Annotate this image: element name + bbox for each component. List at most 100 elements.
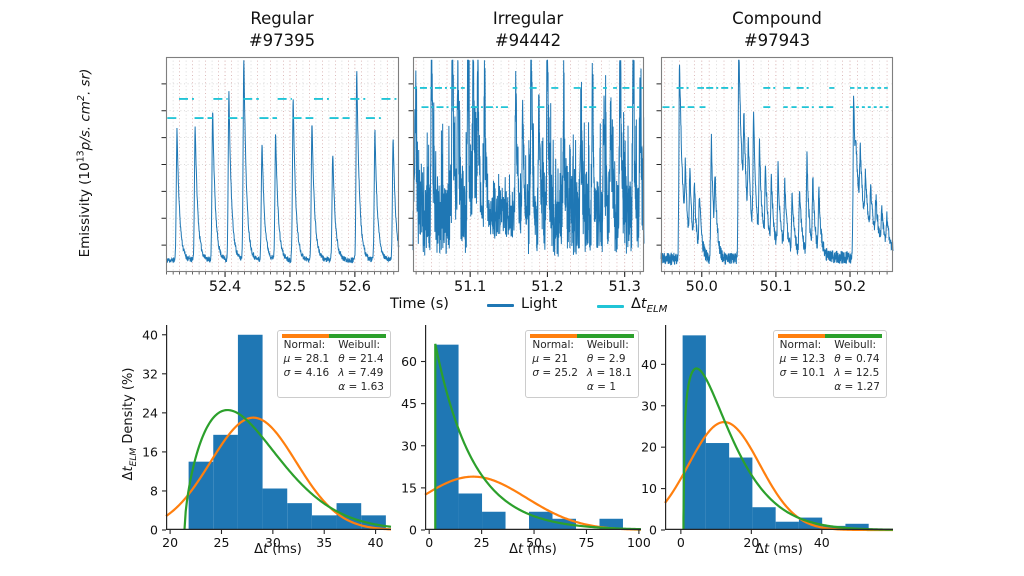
axis-ticks (408, 83, 641, 277)
emissivity-label-tail: . sr) (76, 68, 93, 96)
y-tick-label: 0 (150, 523, 158, 538)
x-tick-label: 30 (265, 535, 281, 550)
x-tick-label: 0 (425, 535, 433, 550)
histogram-svg: 0 10 20 30 40 0 20 40 (641, 325, 894, 550)
normal-legend-handle (530, 334, 578, 338)
title-irregular: Irregular #94442 (493, 8, 563, 53)
weibull-legend-handle (577, 334, 634, 338)
histogram-bars (188, 334, 386, 530)
normal-fit-params: Normal: μ = 28.1 σ = 4.16 (283, 339, 330, 379)
fit-legend: Normal: μ = 12.3 σ = 10.1 Weibull: θ = 0.74 λ… (772, 330, 887, 399)
y-tick-label: 32 (142, 366, 158, 381)
histogram-svg: 0 15 30 45 60 0 25 50 75 100 (401, 325, 651, 550)
title-irregular-shot: #94442 (494, 31, 562, 51)
signal-svg: 52.4 52.5 52.6 (161, 56, 400, 295)
axes (661, 325, 893, 534)
x-tick-label: 40 (368, 535, 384, 550)
weibull-fit-curve (434, 343, 642, 531)
y-tick-label: 0 (409, 523, 417, 538)
x-tick-label: 75 (579, 535, 595, 550)
normal-fit-curve (165, 416, 392, 531)
x-tick-label: 25 (214, 535, 230, 550)
y-tick-label: 45 (401, 396, 417, 411)
y-tick-label: 40 (142, 327, 158, 342)
y-tick-label: 10 (641, 481, 657, 496)
fit-legend: Normal: μ = 28.1 σ = 4.16 Weibull: θ = 21.4 λ… (276, 330, 391, 399)
density-label-sub: ELM (128, 447, 139, 467)
elm-legend-t: t (640, 296, 647, 312)
y-tick-label: 15 (401, 480, 417, 495)
light-legend-label: Light (521, 296, 558, 312)
x-tick-label: 20 (162, 535, 178, 550)
title-regular: Regular #97395 (249, 8, 315, 53)
light-signal-line (660, 59, 894, 266)
emissivity-label-units: p/s. cm (76, 101, 93, 151)
grid (661, 57, 893, 272)
x-tick-label: 50 (526, 535, 542, 550)
y-tick-label: 16 (142, 444, 158, 459)
plot-frame (412, 56, 645, 273)
x-tick-label: 52.4 (209, 279, 241, 295)
axes (421, 325, 641, 534)
emissivity-label-exp: 13 (75, 150, 87, 163)
x-tick-label: 52.5 (274, 279, 306, 295)
title-regular-type: Regular (250, 9, 314, 28)
x-tick-label: 50.1 (760, 279, 792, 295)
x-tick-label: 50.0 (686, 279, 718, 295)
density-label-rest: Density (%) (121, 367, 137, 448)
legend-handles (281, 334, 386, 338)
weibull-fit-params: Weibull: θ = 0.74 λ = 12.5 α = 1.27 (834, 339, 880, 393)
fit-legend: Normal: μ = 21 σ = 25.2 Weibull: θ = 2.9 λ = … (525, 330, 639, 399)
dt-axis-label-3: Δt (ms) (755, 542, 803, 557)
histogram-compound: 0 10 20 30 40 0 20 40 Normal: μ = 12.3 σ = 10.1 Wei… (641, 325, 894, 550)
signal-svg: 51.1 51.2 51.3 (408, 56, 645, 295)
weibull-fit-curve (183, 408, 392, 530)
x-tick-label: 20 (743, 535, 759, 550)
x-tick-label: 51.1 (454, 279, 486, 295)
weibull-legend-handle (824, 334, 882, 338)
plot-frame (165, 56, 400, 273)
normal-fit-params: Normal: μ = 12.3 σ = 10.1 (779, 339, 826, 379)
elm-legend-sub: ELM (646, 303, 668, 315)
signal-plot-compound: 50.0 50.1 50.2 (656, 56, 894, 295)
title-compound: Compound #97943 (732, 8, 822, 53)
normal-legend-handle (777, 334, 825, 338)
y-tick-label: 8 (150, 483, 158, 498)
dt-axis-label-2: Δt (ms) (509, 542, 557, 557)
title-compound-shot: #97943 (743, 31, 811, 51)
density-label-delta: Δ (121, 471, 137, 481)
normal-legend-handle (281, 334, 329, 338)
density-label-t: t (121, 466, 137, 472)
x-tick-label: 35 (316, 535, 332, 550)
grid (166, 57, 399, 272)
elm-interval-line (662, 87, 889, 108)
weibull-fit-curve (682, 367, 894, 531)
axis-ticks (656, 83, 888, 277)
signal-plot-irregular: 51.1 51.2 51.3 (408, 56, 645, 295)
legend-handles (777, 334, 882, 338)
x-tick-label: 40 (814, 535, 830, 550)
elm-legend-label: ΔtELM (631, 296, 667, 315)
x-tick-label: 0 (677, 535, 685, 550)
emissivity-axis-label: Emissivity (1013p/s. cm2. sr) (75, 69, 93, 258)
legend-handles (530, 334, 634, 338)
histogram-regular: 0 8 16 24 32 40 20 25 30 35 40 Normal: μ = 28.1 σ = 4… (142, 325, 392, 550)
axes (162, 325, 391, 534)
density-axis-label: ΔtELM Density (%) (121, 368, 139, 481)
light-signal-line (165, 60, 400, 264)
light-legend-line (487, 304, 514, 307)
title-irregular-type: Irregular (492, 9, 564, 28)
elm-interval-line (413, 87, 644, 108)
weibull-legend-handle (328, 334, 386, 338)
dt-axis-label-1: Δt (ms) (254, 542, 302, 557)
x-tick-label: 100 (627, 535, 651, 550)
elm-legend-line (597, 305, 624, 308)
y-tick-label: 30 (641, 398, 657, 413)
y-tick-label: 0 (649, 523, 657, 538)
signal-plot-regular: 52.4 52.5 52.6 (161, 56, 400, 295)
y-tick-label: 40 (641, 357, 657, 372)
x-tick-label: 50.2 (834, 279, 866, 295)
x-tick-label: 51.2 (531, 279, 563, 295)
weibull-fit-params: Weibull: θ = 21.4 λ = 7.49 α = 1.63 (338, 339, 384, 393)
